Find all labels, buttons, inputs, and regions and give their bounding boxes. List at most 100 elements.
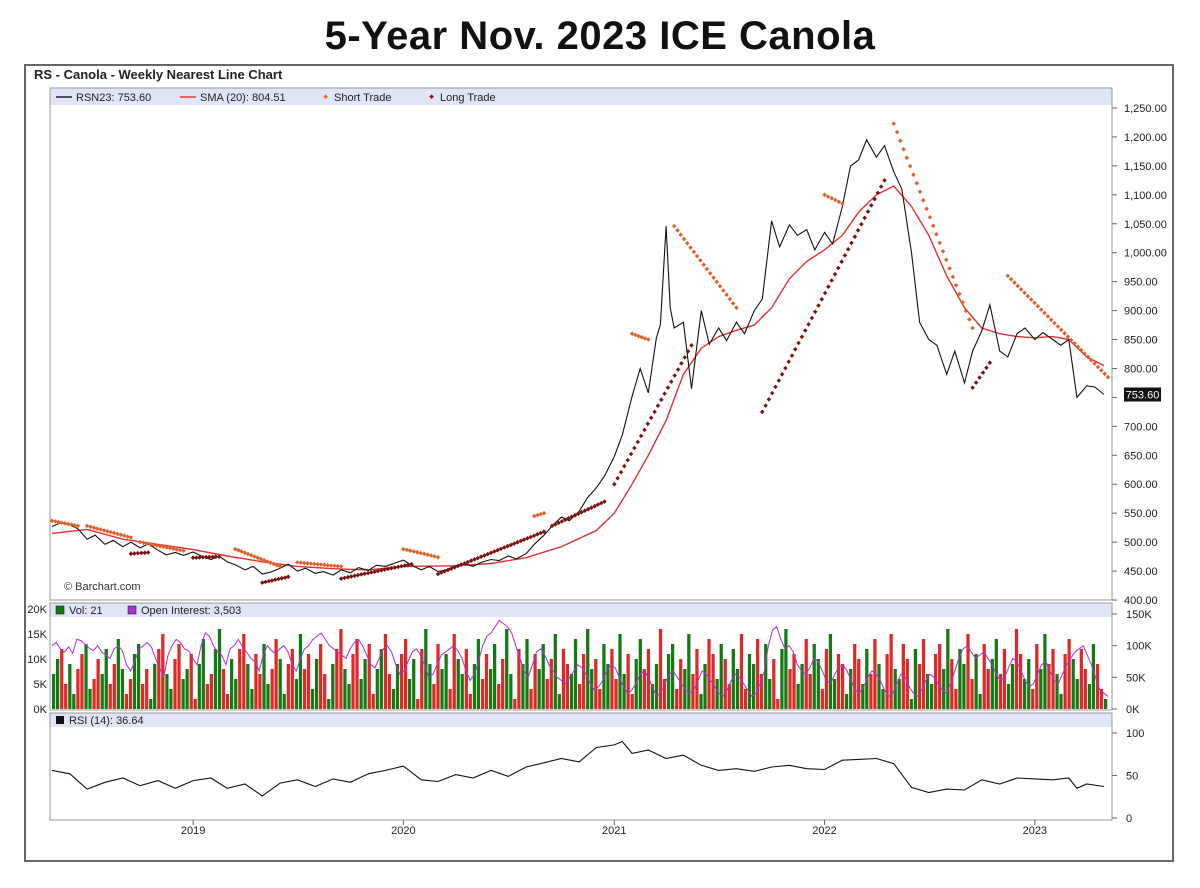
volume-bar xyxy=(60,649,64,709)
volume-bar xyxy=(157,649,161,709)
long-trade-marker xyxy=(829,278,834,283)
long-trade-marker xyxy=(576,511,581,517)
volume-bar xyxy=(731,649,735,709)
price-ytick-label: 1,100.00 xyxy=(1124,190,1167,202)
legend-label: SMA (20): 804.51 xyxy=(200,92,286,104)
short-trade-marker xyxy=(691,249,697,255)
short-trade-marker xyxy=(953,283,959,288)
short-trade-marker xyxy=(105,529,110,534)
long-trade-marker xyxy=(665,385,671,390)
volume-bar xyxy=(116,639,120,709)
volume-bar xyxy=(493,644,497,709)
volume-bar xyxy=(391,689,396,709)
short-trade-marker xyxy=(675,228,680,233)
volume-bar xyxy=(185,669,189,709)
volume-bar xyxy=(824,649,829,709)
volume-bar xyxy=(590,669,594,709)
short-trade-marker xyxy=(531,513,537,519)
volume-bar xyxy=(104,649,108,709)
short-trade-marker xyxy=(721,288,726,293)
long-trade-marker xyxy=(776,378,782,383)
volume-bar xyxy=(594,659,598,709)
short-trade-marker xyxy=(681,236,687,242)
volume-bar xyxy=(96,659,100,709)
long-trade-marker xyxy=(362,571,367,577)
volume-bar xyxy=(68,664,72,709)
volume-bar xyxy=(743,689,748,709)
short-trade-marker xyxy=(408,548,413,553)
long-trade-marker xyxy=(832,271,838,277)
volume-bar xyxy=(691,674,695,709)
volume-bar xyxy=(149,699,153,709)
short-trade-marker xyxy=(62,521,68,526)
volume-bar xyxy=(1059,694,1063,709)
long-trade-marker xyxy=(849,240,854,246)
rsi-line xyxy=(51,740,1105,797)
volume-bar xyxy=(173,659,177,709)
xtick-label: 2023 xyxy=(1023,825,1047,837)
volume-bar xyxy=(784,629,788,709)
long-trade-marker xyxy=(501,545,507,550)
short-trade-marker xyxy=(911,172,916,177)
volume-ytick-label: 5K xyxy=(34,679,48,691)
short-trade-marker xyxy=(907,163,913,169)
short-trade-marker xyxy=(901,146,906,152)
short-trade-marker xyxy=(91,525,97,530)
short-trade-marker xyxy=(338,564,344,569)
volume-bar xyxy=(715,679,719,709)
long-trade-marker xyxy=(984,365,989,370)
volume-bar xyxy=(569,674,574,709)
long-trade-marker xyxy=(379,568,384,573)
legends-group: RSN23: 753.60 SMA (20): 804.51 Short Trade… xyxy=(55,92,496,727)
volume-bar xyxy=(412,659,416,709)
oi-ytick-label: 50K xyxy=(1126,672,1146,684)
long-trade-marker xyxy=(348,574,354,579)
volume-bar xyxy=(598,689,602,709)
volume-bar xyxy=(408,679,412,709)
volume-bar xyxy=(998,674,1003,709)
xtick-label: 2020 xyxy=(391,825,415,837)
legend-label: RSN23: 753.60 xyxy=(76,92,151,104)
volume-bar xyxy=(553,634,557,709)
long-trade-marker xyxy=(685,349,691,354)
volume-bar xyxy=(1083,669,1087,709)
volume-ytick-label: 0K xyxy=(34,704,48,716)
volume-bar xyxy=(480,679,485,709)
long-trade-marker xyxy=(618,469,624,475)
trade-markers-group xyxy=(49,121,1111,585)
volume-bar xyxy=(72,694,76,709)
volume-bar xyxy=(310,689,315,709)
long-trade-marker xyxy=(773,384,778,390)
volume-ytick-label: 10K xyxy=(27,654,47,666)
volume-bar xyxy=(201,639,205,709)
volume-bar xyxy=(112,664,116,709)
long-trade-marker xyxy=(468,558,474,563)
short-trade-marker xyxy=(944,257,949,263)
short-trade-marker xyxy=(1012,280,1017,285)
volume-bar xyxy=(1023,679,1027,709)
volume-bar xyxy=(942,669,946,709)
short-trade-marker xyxy=(141,540,146,546)
short-trade-marker xyxy=(332,563,337,569)
volume-bar xyxy=(561,649,566,709)
long-trade-marker xyxy=(385,566,391,572)
volume-bar xyxy=(189,654,193,709)
short-trade-marker xyxy=(1105,374,1111,380)
volume-bar xyxy=(1071,659,1075,709)
volume-bar xyxy=(938,644,942,709)
volume-bar xyxy=(355,639,359,709)
volume-bar xyxy=(768,679,772,709)
volume-bar xyxy=(440,669,444,709)
long-trade-marker xyxy=(355,572,361,578)
price-line xyxy=(51,138,1105,576)
volume-bar xyxy=(958,649,962,709)
volume-bar xyxy=(650,684,655,709)
legend-swatch-square xyxy=(55,605,65,615)
legend-label: Vol: 21 xyxy=(69,605,103,617)
volume-bar xyxy=(820,689,824,709)
volume-bar xyxy=(1027,659,1031,709)
long-trade-marker xyxy=(399,563,404,569)
volume-bar xyxy=(533,654,537,709)
last-price-label: 753.60 xyxy=(1126,390,1160,402)
long-trade-marker xyxy=(272,577,278,582)
